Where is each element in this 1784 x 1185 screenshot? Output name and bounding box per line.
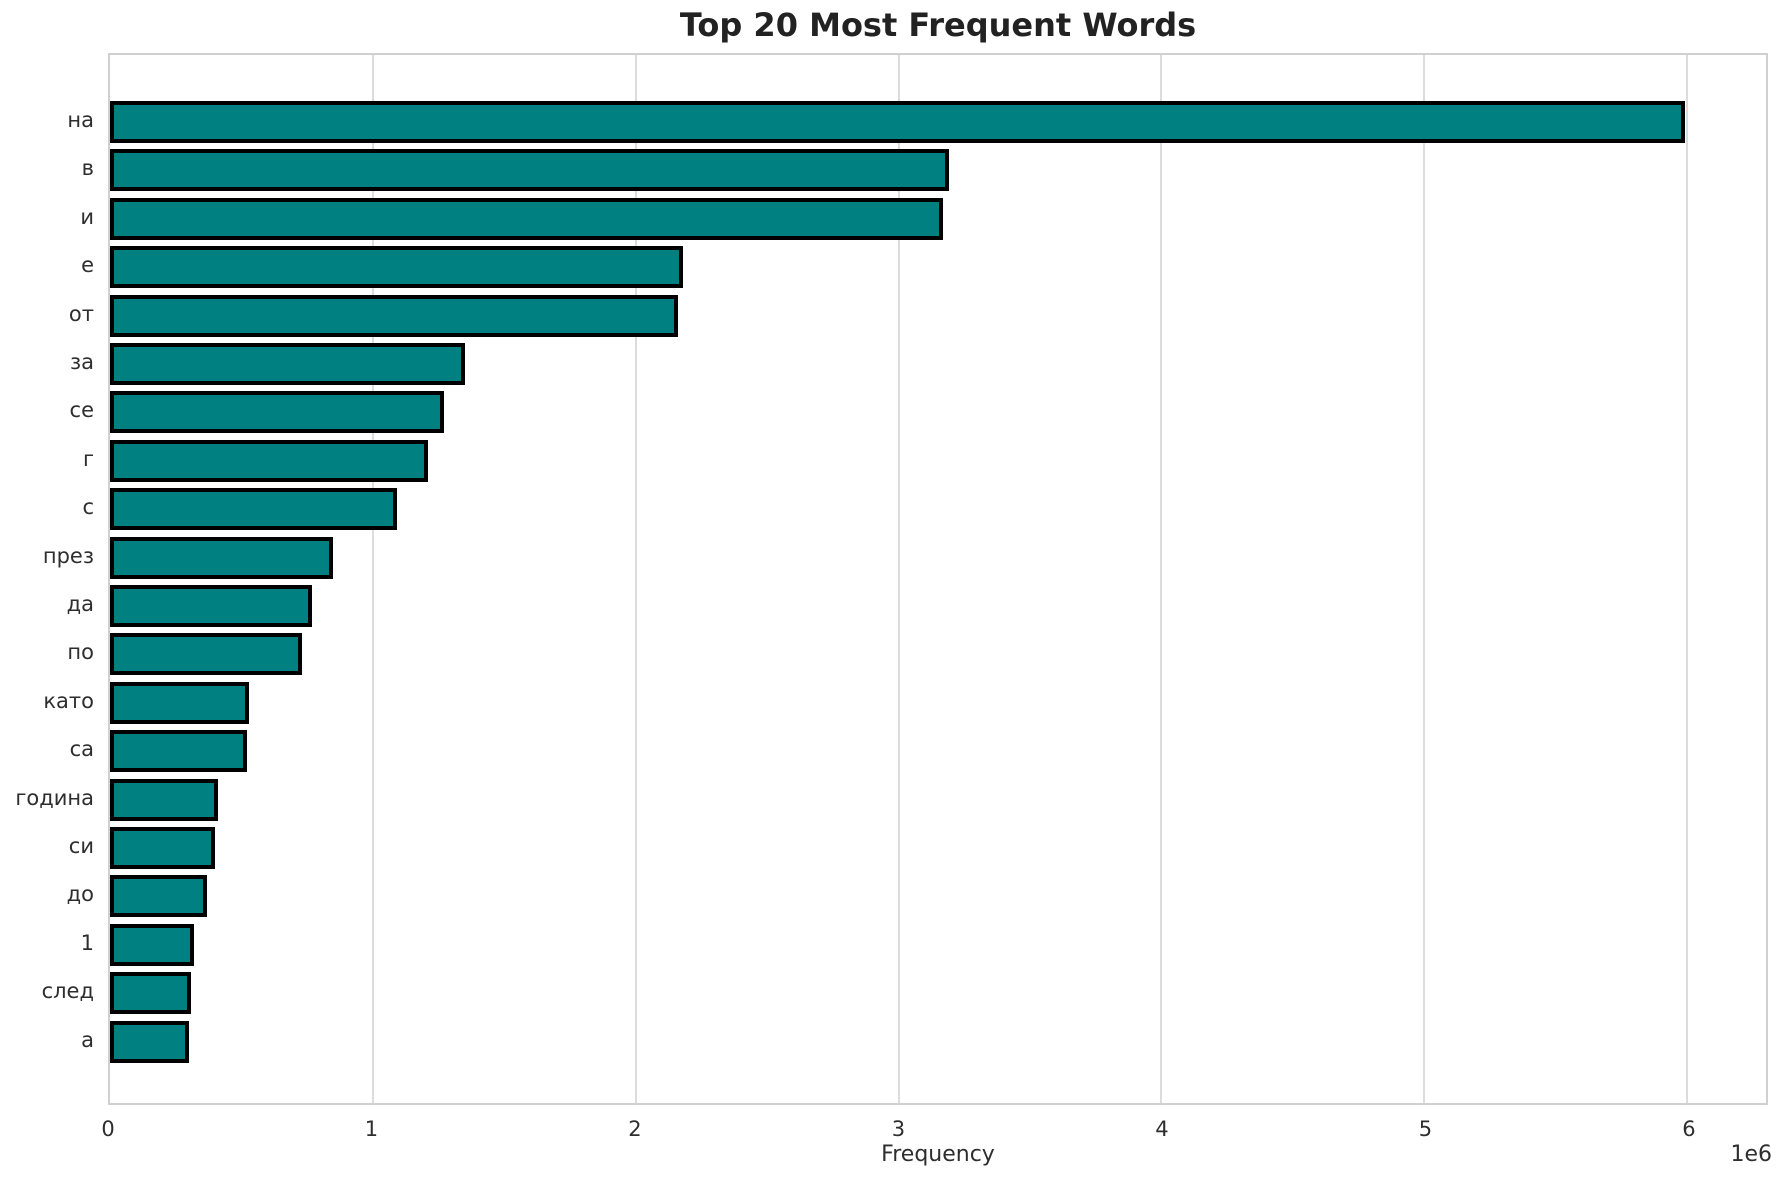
y-tick-label: си: [68, 834, 94, 858]
y-tick-label: от: [68, 301, 94, 326]
x-tick-label: 2: [628, 1117, 642, 1141]
bar: [110, 681, 250, 724]
y-tick-label: да: [66, 592, 94, 616]
y-axis-labels: на в и е от за се г с през да по като са година си до 1 сл…: [0, 53, 94, 1105]
y-tick-label: са: [69, 737, 94, 762]
x-tick-label: 1: [364, 1117, 379, 1141]
y-tick-label: е: [81, 253, 94, 278]
bar: [110, 488, 397, 531]
bar: [110, 827, 216, 869]
bar: [110, 875, 208, 918]
plot-area: [108, 53, 1768, 1105]
y-tick-label: се: [69, 398, 94, 423]
bar: [110, 197, 944, 240]
gridline: [1423, 55, 1426, 1103]
y-tick-label: година: [15, 785, 94, 810]
y-tick-label: като: [43, 688, 94, 713]
bar: [110, 923, 195, 966]
bar: [110, 778, 218, 821]
x-axis-offset-label: 1e6: [1730, 1142, 1772, 1167]
bar: [110, 439, 429, 482]
bar: [110, 246, 684, 289]
bar: [110, 585, 313, 627]
y-tick-label: през: [42, 543, 94, 568]
gridline: [1686, 55, 1689, 1103]
x-tick-label: 4: [1155, 1117, 1169, 1141]
y-tick-label: и: [80, 204, 94, 229]
chart-title: Top 20 Most Frequent Words: [679, 6, 1197, 44]
y-tick-label: в: [81, 156, 94, 181]
y-tick-label: след: [41, 979, 94, 1004]
x-tick-label: 3: [891, 1117, 906, 1141]
bar: [110, 343, 465, 385]
x-tick-label: 0: [101, 1117, 115, 1141]
gridline: [1160, 55, 1163, 1103]
y-tick-label: а: [81, 1027, 94, 1052]
bar: [110, 391, 444, 434]
x-axis-ticks: 0 1 2 3 4 5 6: [101, 1105, 1768, 1149]
y-tick-label: до: [66, 882, 94, 907]
bar: [110, 1020, 189, 1063]
bar: [110, 536, 334, 579]
x-axis-title: Frequency: [881, 1142, 995, 1167]
bar: [110, 294, 678, 337]
bar: [110, 972, 192, 1015]
bar: [110, 633, 302, 676]
y-tick-label: по: [67, 640, 94, 665]
x-tick-label: 5: [1418, 1117, 1433, 1141]
y-tick-label: за: [69, 350, 94, 374]
gridline: [897, 55, 900, 1103]
gridline: [371, 55, 374, 1103]
y-tick-label: 1: [80, 930, 94, 955]
bar: [110, 149, 949, 192]
y-tick-label: с: [82, 495, 94, 520]
y-tick-label: на: [67, 108, 94, 132]
bar: [110, 101, 1685, 143]
gridline: [634, 55, 637, 1103]
bar: [110, 730, 247, 773]
x-tick-label: 6: [1682, 1117, 1696, 1141]
y-tick-label: г: [82, 446, 94, 471]
